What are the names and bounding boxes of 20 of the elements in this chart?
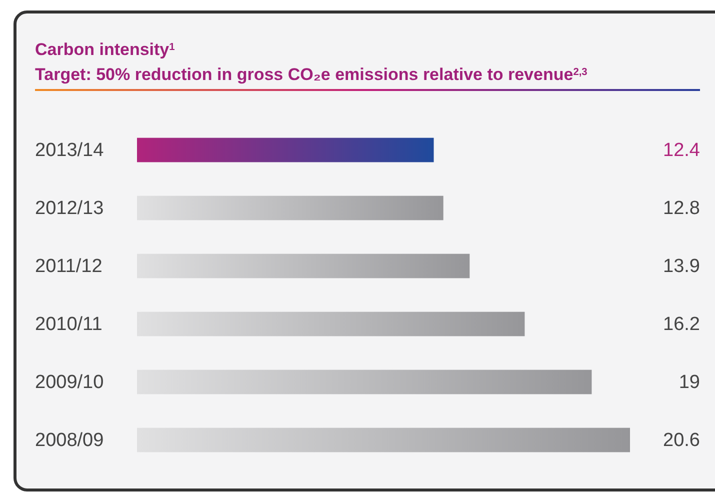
chart-title: Carbon intensity$^{1}$ [35, 40, 176, 59]
bar [137, 428, 630, 452]
bar [137, 138, 434, 162]
y-tick-label: 2013/14 [35, 140, 104, 161]
bar [137, 254, 470, 278]
y-tick-label: 2010/11 [35, 314, 102, 335]
data-label: 12.4 [663, 140, 700, 161]
y-tick-label: 2011/12 [35, 256, 102, 277]
data-label: 12.8 [663, 198, 700, 219]
data-label: 19 [678, 372, 700, 393]
y-tick-label: 2012/13 [35, 198, 104, 219]
y-tick-label: 2008/09 [35, 430, 104, 451]
data-label: 20.6 [663, 430, 700, 451]
bar [137, 312, 525, 336]
chart-subtitle: Target: 50% reduction in gross CO₂e emissions relative to revenue$^{2,3}$ [35, 65, 588, 84]
bar [137, 370, 592, 394]
bar [137, 196, 444, 220]
y-tick-label: 2009/10 [35, 372, 104, 393]
data-label: 16.2 [663, 314, 700, 335]
data-label: 13.9 [663, 256, 700, 277]
